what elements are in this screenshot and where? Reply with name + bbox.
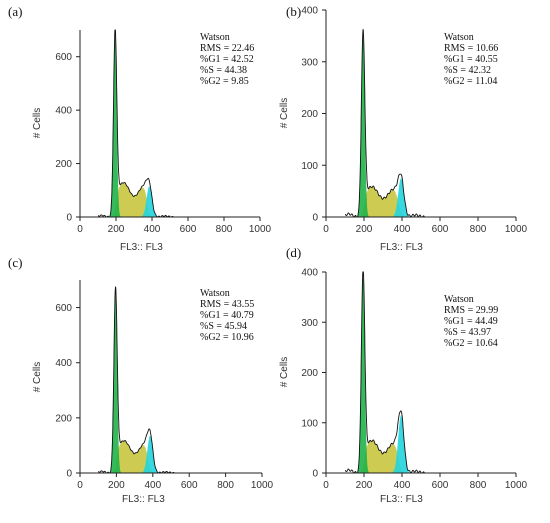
y-tick-label: 300 — [301, 57, 318, 68]
stat-line: %G1 = 44.49 — [444, 316, 498, 327]
y-tick-label: 0 — [66, 213, 72, 224]
model-name: Watson — [200, 288, 230, 299]
y-tick-label: 400 — [301, 6, 318, 17]
g1-phase-area — [356, 274, 371, 473]
y-tick-label: 100 — [301, 161, 318, 172]
x-tick-label: 600 — [432, 480, 449, 491]
x-axis-label: FL3:: FL3 — [122, 494, 165, 505]
y-tick-label: 200 — [301, 109, 318, 120]
x-tick-label: 1000 — [505, 480, 528, 491]
y-tick-label: 600 — [55, 52, 72, 63]
stat-line: %S = 45.94 — [200, 321, 247, 332]
y-tick-label: 400 — [55, 106, 72, 117]
y-axis-label: # Cells — [279, 98, 290, 129]
stat-line: %S = 42.32 — [444, 65, 491, 76]
x-tick-label: 600 — [181, 480, 198, 491]
stat-line: RMS = 43.55 — [200, 299, 254, 310]
stat-line: %S = 43.97 — [444, 327, 491, 338]
y-axis-label: # Cells — [32, 108, 43, 139]
y-axis-label: # Cells — [279, 357, 290, 388]
y-tick-label: 0 — [312, 213, 318, 224]
s-phase-area — [354, 186, 410, 217]
x-tick-label: 800 — [217, 480, 234, 491]
x-tick-label: 0 — [323, 480, 329, 491]
x-tick-label: 400 — [144, 224, 161, 235]
model-name: Watson — [444, 32, 474, 43]
histogram-outline — [98, 286, 175, 474]
stat-line: %G2 = 10.96 — [200, 332, 254, 343]
x-tick-label: 200 — [356, 224, 373, 235]
g1-phase-area — [108, 35, 123, 217]
g1-phase-area — [109, 293, 123, 473]
stat-line: RMS = 29.99 — [444, 305, 498, 316]
stat-line: %G2 = 10.64 — [444, 338, 498, 349]
y-tick-label: 200 — [55, 413, 72, 424]
y-tick-label: 400 — [55, 358, 72, 369]
stat-line: %G2 = 9.85 — [200, 76, 249, 87]
x-tick-label: 400 — [144, 480, 161, 491]
model-name: Watson — [444, 294, 474, 305]
x-tick-label: 200 — [356, 480, 373, 491]
y-tick-label: 600 — [55, 303, 72, 314]
x-tick-label: 200 — [108, 480, 125, 491]
x-axis-label: FL3:: FL3 — [120, 242, 163, 253]
x-tick-label: 1000 — [251, 480, 274, 491]
stat-line: %S = 44.38 — [200, 65, 247, 76]
x-tick-label: 1000 — [505, 224, 528, 235]
y-tick-label: 200 — [301, 368, 318, 379]
model-name: Watson — [200, 32, 230, 43]
stat-line: RMS = 22.46 — [200, 43, 254, 54]
x-axis-label: FL3:: FL3 — [380, 494, 423, 505]
panel-label: (c) — [8, 255, 22, 270]
x-tick-label: 400 — [394, 224, 411, 235]
stat-line: RMS = 10.66 — [444, 43, 498, 54]
histogram-outline — [344, 271, 425, 474]
y-tick-label: 0 — [312, 469, 318, 480]
stat-line: %G1 = 40.55 — [444, 54, 498, 65]
x-tick-label: 400 — [394, 480, 411, 491]
x-tick-label: 600 — [180, 224, 197, 235]
y-axis-label: # Cells — [32, 362, 43, 393]
y-tick-label: 400 — [301, 268, 318, 279]
stat-line: %G2 = 11.04 — [444, 76, 497, 87]
y-tick-label: 300 — [301, 318, 318, 329]
x-tick-label: 600 — [432, 224, 449, 235]
y-tick-label: 0 — [66, 469, 72, 480]
x-tick-label: 800 — [470, 224, 487, 235]
stat-line: %G1 = 42.52 — [200, 54, 254, 65]
y-tick-label: 100 — [301, 418, 318, 429]
x-tick-label: 0 — [77, 224, 83, 235]
histogram-outline — [344, 29, 425, 218]
x-tick-label: 200 — [108, 224, 125, 235]
panel-label: (a) — [8, 4, 22, 19]
g2-phase-area — [141, 186, 161, 217]
x-tick-label: 1000 — [249, 224, 272, 235]
x-tick-label: 0 — [77, 480, 83, 491]
x-axis-label: FL3:: FL3 — [380, 242, 423, 253]
x-tick-label: 800 — [470, 480, 487, 491]
x-tick-label: 0 — [323, 224, 329, 235]
g1-phase-area — [356, 35, 371, 218]
g2-phase-area — [141, 435, 161, 473]
stat-line: %G1 = 40.79 — [200, 310, 254, 321]
x-tick-label: 800 — [216, 224, 233, 235]
histogram-outline — [97, 29, 174, 218]
panel-label: (d) — [286, 245, 301, 260]
y-tick-label: 200 — [55, 159, 72, 170]
panel-label: (b) — [286, 4, 301, 19]
